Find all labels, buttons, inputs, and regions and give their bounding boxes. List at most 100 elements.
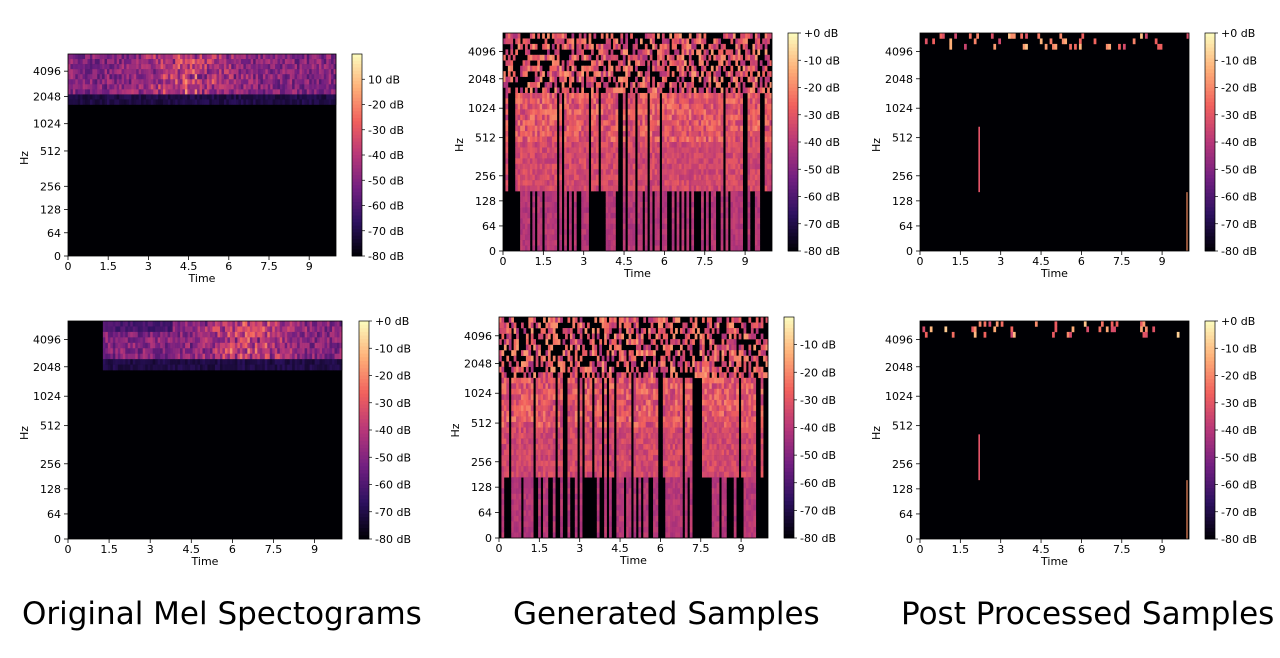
heatmap-cell [715, 152, 719, 159]
heatmap-cell [145, 337, 149, 344]
heatmap-cell [112, 331, 116, 338]
heatmap-cell [725, 163, 729, 170]
heatmap-cell [747, 114, 751, 121]
heatmap-cell [593, 71, 597, 77]
heatmap-cell [691, 114, 695, 121]
heatmap-cell [639, 49, 643, 56]
heatmap-cell [231, 99, 234, 105]
heatmap-cell [710, 223, 714, 230]
heatmap-cell [671, 60, 675, 66]
heatmap-cell [749, 87, 753, 94]
heatmap-cell [527, 218, 531, 225]
y-axis-label: Hz [453, 138, 466, 152]
heatmap-cell [141, 54, 144, 60]
heatmap-cell [686, 218, 690, 225]
heatmap-cell [236, 74, 239, 80]
heatmap-cell [637, 125, 641, 132]
heatmap-cell [681, 76, 685, 83]
heatmap-cell [615, 120, 619, 126]
heatmap-cell [735, 234, 739, 241]
heatmap-cell [142, 364, 146, 371]
colorbar-segment [788, 192, 798, 197]
heatmap-cell [200, 326, 203, 333]
heatmap-cell [172, 331, 176, 338]
heatmap-cell [639, 82, 643, 88]
heatmap-cell [681, 223, 685, 230]
heatmap-cell [586, 114, 589, 121]
heatmap-cell [703, 147, 707, 154]
heatmap-cell [754, 240, 758, 246]
heatmap-cell [532, 120, 536, 126]
heatmap-cell [720, 234, 724, 241]
heatmap-cell [549, 207, 553, 214]
heatmap-cell [659, 65, 663, 72]
heatmap-cell [666, 98, 670, 105]
heatmap-cell [676, 60, 680, 66]
heatmap-cell [569, 185, 572, 192]
heatmap-cell [185, 337, 188, 344]
heatmap-cell [554, 212, 558, 219]
heatmap-cell [693, 185, 697, 192]
heatmap-cell [617, 43, 621, 50]
heatmap-cell [754, 82, 758, 88]
heatmap-cell [214, 89, 217, 95]
heatmap-cell [749, 131, 753, 137]
heatmap-cell [328, 84, 332, 90]
heatmap-cell [189, 69, 193, 75]
heatmap-cell [180, 74, 183, 80]
heatmap-cell [569, 212, 572, 219]
heatmap-cell [564, 33, 567, 39]
heatmap-cell [224, 331, 228, 338]
heatmap-cell [239, 364, 243, 371]
heatmap-cell [160, 331, 163, 338]
x-axis-label: Time [1040, 267, 1068, 280]
heatmap-cell [259, 337, 263, 344]
heatmap-cell [705, 191, 709, 197]
heatmap-cell [539, 191, 543, 197]
heatmap-cell [119, 64, 122, 70]
heatmap-cell [752, 158, 756, 165]
heatmap-cell [578, 185, 582, 192]
heatmap-cell [727, 158, 731, 165]
heatmap-cell [649, 49, 653, 56]
heatmap-cell [573, 109, 577, 116]
heatmap-cell [676, 218, 680, 225]
heatmap-cell [644, 240, 648, 246]
heatmap-cell [158, 59, 161, 65]
heatmap-cell [573, 185, 577, 192]
heatmap-cell [661, 229, 665, 235]
heatmap-cell [226, 79, 230, 85]
heatmap-cell [654, 131, 658, 137]
heatmap-cell [259, 348, 263, 354]
heatmap-cell [745, 71, 748, 77]
heatmap-cell [752, 60, 756, 66]
heatmap-cell [749, 174, 753, 181]
heatmap-cell [671, 223, 675, 230]
heatmap-cell [187, 69, 191, 75]
heatmap-cell [158, 99, 161, 105]
heatmap-cell [767, 180, 770, 186]
heatmap-cell [556, 33, 560, 39]
heatmap-cell [752, 43, 756, 50]
heatmap-cell [752, 136, 756, 143]
heatmap-cell [231, 94, 234, 100]
heatmap-cell [554, 82, 558, 88]
heatmap-cell [632, 125, 636, 132]
heatmap-cell [742, 60, 746, 66]
heatmap-cell [155, 99, 159, 105]
heatmap-cell [610, 158, 614, 165]
heatmap-cell [233, 69, 237, 75]
heatmap-cell [175, 331, 178, 338]
heatmap-cell [262, 89, 266, 95]
heatmap-cell [637, 142, 641, 148]
heatmap-cell [754, 158, 758, 165]
heatmap-cell [138, 59, 142, 65]
heatmap-cell [683, 174, 687, 181]
heatmap-cell [652, 185, 655, 192]
heatmap-cell [534, 152, 538, 159]
heatmap-cell [155, 326, 158, 333]
colorbar-segment [788, 196, 798, 201]
heatmap-cell [254, 337, 258, 344]
x-tick-label: 0 [500, 255, 507, 268]
heatmap-cell [177, 94, 181, 100]
